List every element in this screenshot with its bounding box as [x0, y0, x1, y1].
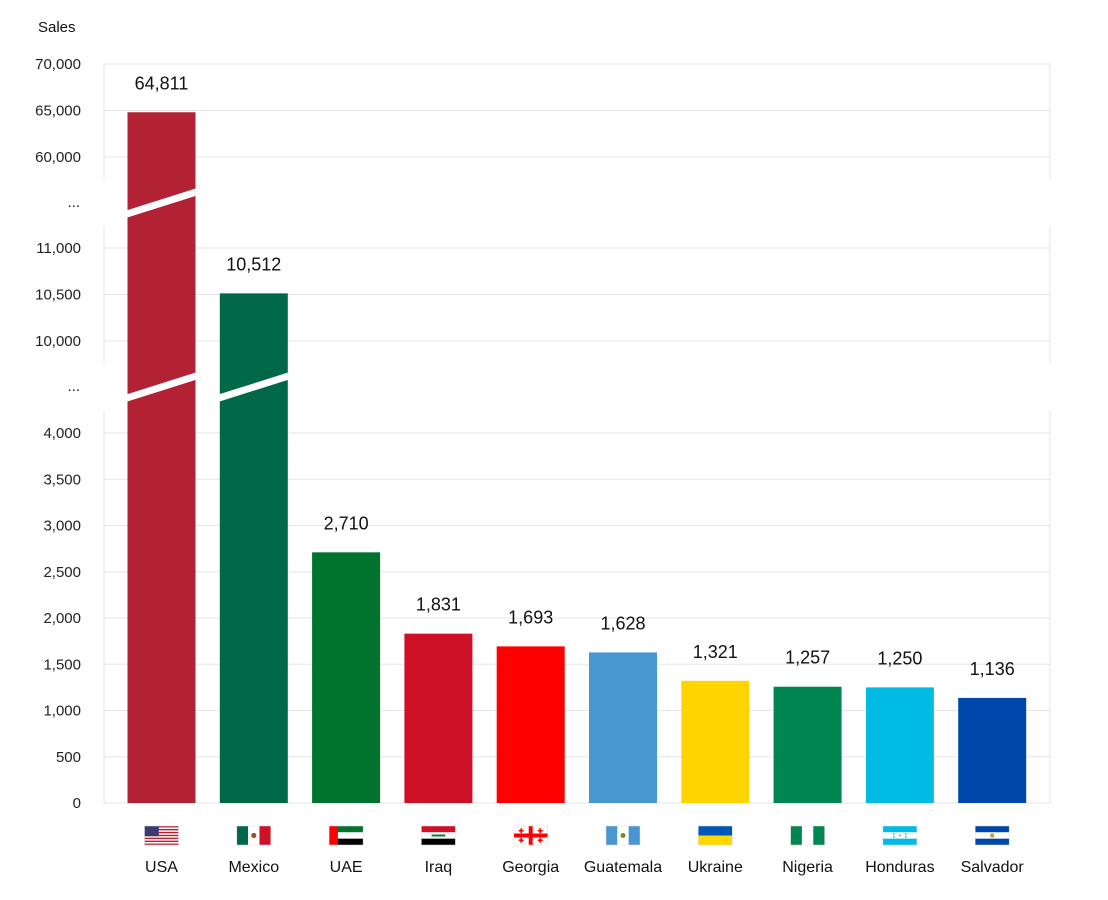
bar-guatemala[interactable] [589, 652, 657, 803]
category-flags [144, 825, 1010, 846]
y-tick-label: 500 [56, 749, 81, 766]
y-tick-label: 11,000 [36, 240, 81, 257]
bar-nigeria[interactable] [773, 686, 842, 803]
bar-georgia[interactable] [496, 646, 565, 803]
flag-nigeria-icon [790, 825, 825, 846]
axis-breaks [122, 187, 293, 403]
x-tick-label-honduras: Honduras [865, 859, 934, 876]
x-tick-label-nigeria: Nigeria [782, 859, 833, 876]
x-tick-label-georgia: Georgia [502, 859, 559, 876]
data-label-iraq: 1,831 [416, 595, 461, 615]
bar-iraq[interactable] [404, 633, 473, 803]
flag-mexico-icon [236, 825, 272, 846]
bar-uae[interactable] [312, 552, 381, 803]
y-axis-title: Sales [38, 19, 76, 36]
y-tick-label: 4,000 [43, 425, 81, 442]
y-tick-label: 70,000 [35, 56, 81, 73]
data-labels: 64,811 10,512 2,710 1,831 1,693 1,628 1,321 1,2… [135, 73, 1015, 679]
flag-uae-icon [328, 825, 364, 846]
data-label-guatemala: 1,628 [600, 613, 645, 633]
flag-iraq-icon [421, 825, 456, 846]
data-label-ukraine: 1,321 [693, 642, 738, 662]
data-label-nigeria: 1,257 [785, 648, 830, 668]
flag-salvador-icon [974, 825, 1010, 846]
y-tick-label: 3,000 [43, 518, 81, 535]
bar-honduras[interactable] [865, 687, 934, 803]
data-label-uae: 2,710 [324, 513, 369, 533]
bar-break-mark [122, 371, 201, 403]
y-tick-label: 2,500 [43, 564, 81, 581]
y-tick-label: 1,000 [43, 703, 81, 720]
flag-georgia-icon [513, 825, 548, 846]
y-tick-label: 65,000 [35, 103, 81, 120]
y-tick-label: 2,000 [43, 610, 81, 627]
bar-mexico[interactable] [219, 293, 288, 803]
data-label-usa: 64,811 [135, 73, 189, 93]
y-tick-label: 60,000 [35, 149, 81, 166]
y-axis-ticks: 0 500 1,000 1,500 2,000 2,500 3,000 3,500 4,000 1… [35, 56, 81, 812]
data-label-georgia: 1,693 [508, 607, 553, 627]
flag-honduras-icon [882, 825, 918, 846]
bar-break-mark [214, 371, 293, 403]
bar-usa[interactable] [127, 112, 196, 804]
flag-usa-icon [144, 825, 179, 846]
y-tick-label: 3,500 [43, 471, 81, 488]
x-tick-label-mexico: Mexico [228, 859, 279, 876]
x-tick-label-iraq: Iraq [425, 859, 453, 876]
x-tick-label-ukraine: Ukraine [688, 859, 743, 876]
data-label-honduras: 1,250 [877, 648, 922, 668]
flag-ukraine-icon [698, 825, 733, 846]
axis-break-label: ... [67, 378, 80, 395]
y-tick-label: 10,500 [35, 287, 81, 304]
y-tick-label: 0 [73, 795, 81, 812]
y-tick-label: 10,000 [35, 333, 81, 350]
data-label-salvador: 1,136 [970, 659, 1015, 679]
axis-break-label: ... [67, 194, 80, 211]
x-tick-label-guatemala: Guatemala [584, 859, 662, 876]
bar-break-mark [122, 187, 201, 219]
x-tick-label-uae: UAE [330, 859, 363, 876]
flag-guatemala-icon [605, 825, 641, 846]
x-tick-label-salvador: Salvador [961, 859, 1025, 876]
bars [127, 112, 1027, 804]
y-tick-label: 1,500 [43, 656, 81, 673]
data-label-mexico: 10,512 [226, 254, 281, 274]
bar-salvador[interactable] [958, 697, 1027, 803]
x-tick-label-usa: USA [145, 859, 178, 876]
bar-ukraine[interactable] [681, 680, 750, 803]
x-axis-labels: USA Mexico UAE Iraq Georgia Guatemala Ukraine N… [145, 859, 1024, 876]
